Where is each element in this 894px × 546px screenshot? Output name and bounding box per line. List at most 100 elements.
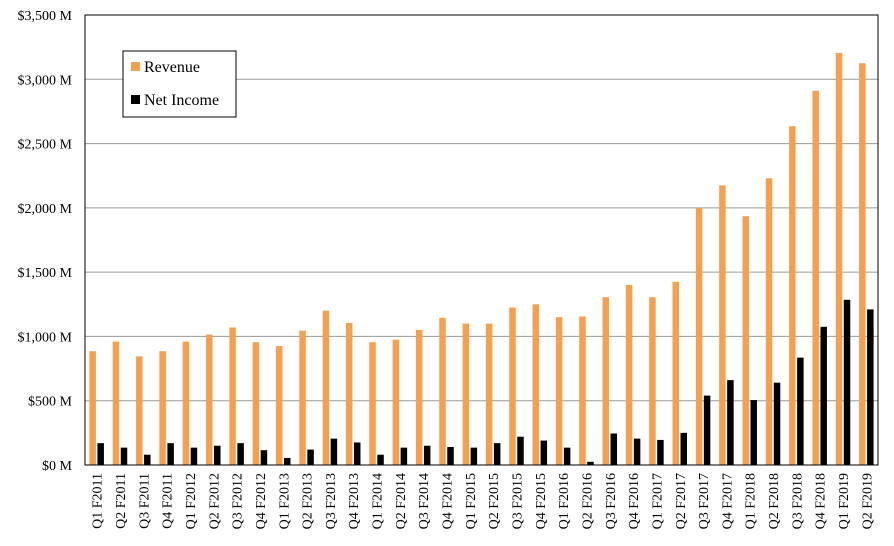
bar-revenue [625, 285, 633, 465]
bar-revenue [719, 185, 726, 466]
y-tick-label: $2,500 M [18, 138, 73, 153]
x-tick-label: Q1 F2011 [91, 473, 106, 529]
bar-revenue [299, 330, 306, 465]
bar-revenue [392, 339, 400, 465]
bar-net-income [843, 299, 851, 465]
bar-revenue [485, 323, 493, 465]
bar-net-income [517, 436, 524, 465]
bar-revenue [859, 63, 866, 466]
x-tick-label: Q2 F2014 [394, 473, 409, 529]
bar-revenue [322, 310, 330, 465]
bar-revenue [159, 351, 166, 465]
bar-net-income [97, 443, 104, 465]
x-tick-label: Q3 F2016 [604, 473, 619, 529]
bar-net-income [190, 447, 198, 465]
y-tick-label: $0 M [42, 459, 73, 474]
bar-revenue [742, 216, 749, 465]
x-tick-label: Q4 F2012 [254, 473, 269, 529]
bar-net-income [307, 449, 314, 465]
x-tick-label: Q3 F2017 [697, 473, 712, 529]
bar-net-income [797, 357, 804, 465]
y-tick-label: $1,500 M [18, 266, 73, 281]
bar-net-income [214, 445, 221, 465]
x-tick-label: Q2 F2013 [301, 473, 316, 529]
bar-net-income [447, 447, 454, 465]
bar-net-income [493, 443, 501, 465]
bar-revenue [182, 341, 190, 465]
bar-revenue [136, 356, 143, 465]
x-tick-label: Q1 F2017 [650, 473, 665, 529]
bar-net-income [400, 447, 408, 465]
x-tick-label: Q3 F2011 [137, 473, 152, 529]
bar-net-income [587, 461, 594, 465]
x-tick-label: Q4 F2014 [441, 473, 456, 529]
bar-revenue [252, 342, 260, 465]
y-axis-ticks: $0 M $500 M $1,000 M $1,500 M $2,000 M $2,500… [18, 9, 73, 474]
bar-revenue [602, 297, 610, 465]
bar-revenue [462, 323, 470, 465]
bar-revenue [112, 341, 120, 465]
x-tick-label: Q1 F2015 [464, 473, 479, 529]
bar-net-income [820, 326, 827, 465]
bar-net-income [633, 438, 641, 465]
x-tick-label: Q2 F2015 [487, 473, 502, 529]
bar-net-income [703, 395, 711, 465]
x-tick-label: Q1 F2018 [744, 473, 759, 529]
bar-net-income [167, 443, 174, 465]
bar-revenue [345, 322, 353, 465]
bar-revenue [439, 317, 446, 465]
x-tick-label: Q2 F2017 [674, 473, 689, 529]
x-tick-label: Q2 F2011 [114, 473, 129, 529]
bar-net-income [540, 440, 548, 465]
gridlines [85, 78, 878, 402]
bar-net-income [423, 445, 431, 465]
bar-revenue [695, 207, 703, 466]
bar-net-income [144, 454, 151, 465]
y-tick-label: $3,000 M [18, 73, 73, 88]
bar-revenue [229, 327, 236, 465]
bar-revenue [765, 178, 773, 466]
x-tick-label: Q3 F2014 [417, 473, 432, 529]
bar-net-income [727, 380, 734, 465]
bar-revenue [579, 316, 586, 465]
bar-net-income [867, 309, 874, 465]
legend-box [122, 50, 237, 118]
bar-net-income [750, 400, 757, 465]
bar-revenue [206, 334, 213, 465]
legend-label: Net Income [144, 92, 219, 109]
legend-label: Revenue [144, 59, 200, 76]
legend-swatch [131, 95, 140, 104]
x-tick-label: Q2 F2012 [207, 473, 222, 529]
x-tick-label: Q4 F2011 [161, 473, 176, 529]
y-tick-label: $2,000 M [18, 202, 73, 217]
x-tick-label: Q4 F2017 [720, 473, 735, 529]
bar-net-income [284, 457, 291, 465]
x-tick-label: Q1 F2019 [837, 473, 852, 529]
x-tick-label: Q1 F2013 [277, 473, 292, 529]
bar-revenue [276, 346, 283, 465]
x-tick-label: Q3 F2018 [790, 473, 805, 529]
bar-revenue [812, 90, 819, 466]
x-axis-ticks: Q1 F2011 Q2 F2011 Q3 F2011 Q4 F2011 Q1 F2012… [91, 473, 876, 529]
bar-net-income [120, 447, 128, 465]
x-tick-label: Q3 F2013 [324, 473, 339, 529]
x-tick-label: Q2 F2019 [860, 473, 875, 529]
bar-revenue [555, 317, 563, 465]
bar-revenue [672, 281, 679, 465]
bar-net-income [680, 432, 687, 465]
x-tick-label: Q2 F2016 [580, 473, 595, 529]
bar-revenue [415, 330, 423, 465]
legend: Revenue Net Income [122, 50, 237, 118]
y-tick-label: $3,500 M [18, 9, 73, 24]
x-tick-label: Q4 F2016 [627, 473, 642, 529]
bar-net-income [773, 382, 781, 465]
bar-net-income [563, 447, 571, 465]
bar-net-income [260, 450, 268, 465]
bars [89, 52, 874, 466]
bar-net-income [377, 454, 384, 465]
y-tick-label: $500 M [28, 395, 73, 410]
bar-net-income [470, 447, 478, 465]
bar-revenue [89, 351, 96, 465]
x-tick-label: Q1 F2016 [557, 473, 572, 529]
bar-net-income [353, 442, 361, 465]
